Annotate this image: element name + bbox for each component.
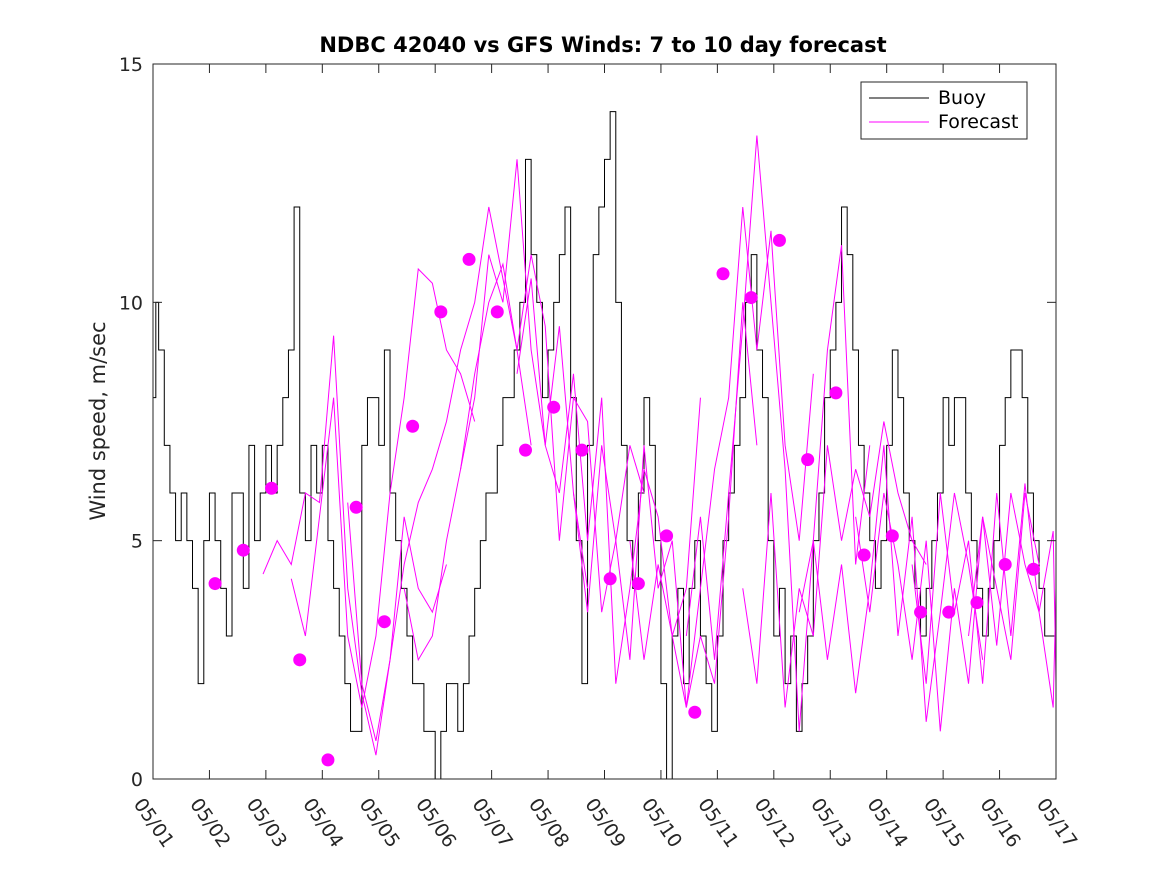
forecast-marker <box>518 443 532 457</box>
forecast-series-line-5 <box>460 254 645 613</box>
forecast-series-line-7 <box>572 302 758 708</box>
y-tick-label: 0 <box>131 769 143 791</box>
forecast-series-line-2 <box>290 267 476 708</box>
forecast-marker <box>942 605 956 619</box>
forecast-marker <box>660 529 674 543</box>
forecast-marker <box>772 233 786 247</box>
forecast-series-line-13 <box>911 483 1056 708</box>
forecast-marker <box>1026 562 1040 576</box>
forecast-series-line-3 <box>347 206 532 741</box>
forecast-marker <box>631 577 645 591</box>
forecast-marker <box>998 558 1012 571</box>
legend: Buoy Forecast <box>860 81 1028 140</box>
legend-label-buoy: Buoy <box>938 87 986 109</box>
series-layer <box>153 111 1056 780</box>
forecast-series-line-8 <box>629 206 814 708</box>
forecast-marker <box>265 481 279 495</box>
forecast-marker <box>801 453 815 467</box>
forecast-series-line-9 <box>685 135 871 732</box>
forecast-series-line-14 <box>968 492 1056 684</box>
forecast-marker <box>236 543 250 557</box>
forecast-marker <box>208 577 222 591</box>
forecast-marker <box>349 500 363 514</box>
forecast-marker <box>829 386 843 400</box>
legend-box <box>860 81 1028 140</box>
forecast-marker <box>914 605 928 619</box>
forecast-marker <box>744 291 758 305</box>
y-axis-label: Wind speed, m/sec <box>86 321 110 520</box>
forecast-marker <box>970 596 984 610</box>
forecast-marker <box>857 548 871 562</box>
forecast-marker <box>490 305 504 319</box>
forecast-series-line-6 <box>516 278 701 684</box>
forecast-marker <box>603 572 617 586</box>
buoy-series-line <box>153 111 1056 780</box>
forecast-marker <box>575 443 589 457</box>
legend-label-forecast: Forecast <box>938 111 1018 133</box>
forecast-marker <box>434 305 448 319</box>
y-tick-label: 15 <box>119 54 143 76</box>
forecast-marker <box>462 252 476 266</box>
forecast-marker <box>377 615 391 629</box>
forecast-marker <box>406 419 420 433</box>
forecast-marker <box>885 529 899 543</box>
y-tick-label: 10 <box>119 292 143 314</box>
forecast-marker <box>688 705 702 719</box>
forecast-marker <box>293 653 307 667</box>
forecast-series-line-4 <box>403 159 589 662</box>
chart-title: NDBC 42040 vs GFS Winds: 7 to 10 day for… <box>319 33 886 57</box>
forecast-marker <box>716 267 730 281</box>
forecast-series-line-12 <box>855 492 1040 732</box>
forecast-marker <box>547 400 561 414</box>
forecast-series-line-1 <box>262 335 447 756</box>
forecast-series-line-10 <box>742 421 927 708</box>
y-tick-label: 5 <box>131 531 143 553</box>
forecast-marker <box>321 753 335 767</box>
